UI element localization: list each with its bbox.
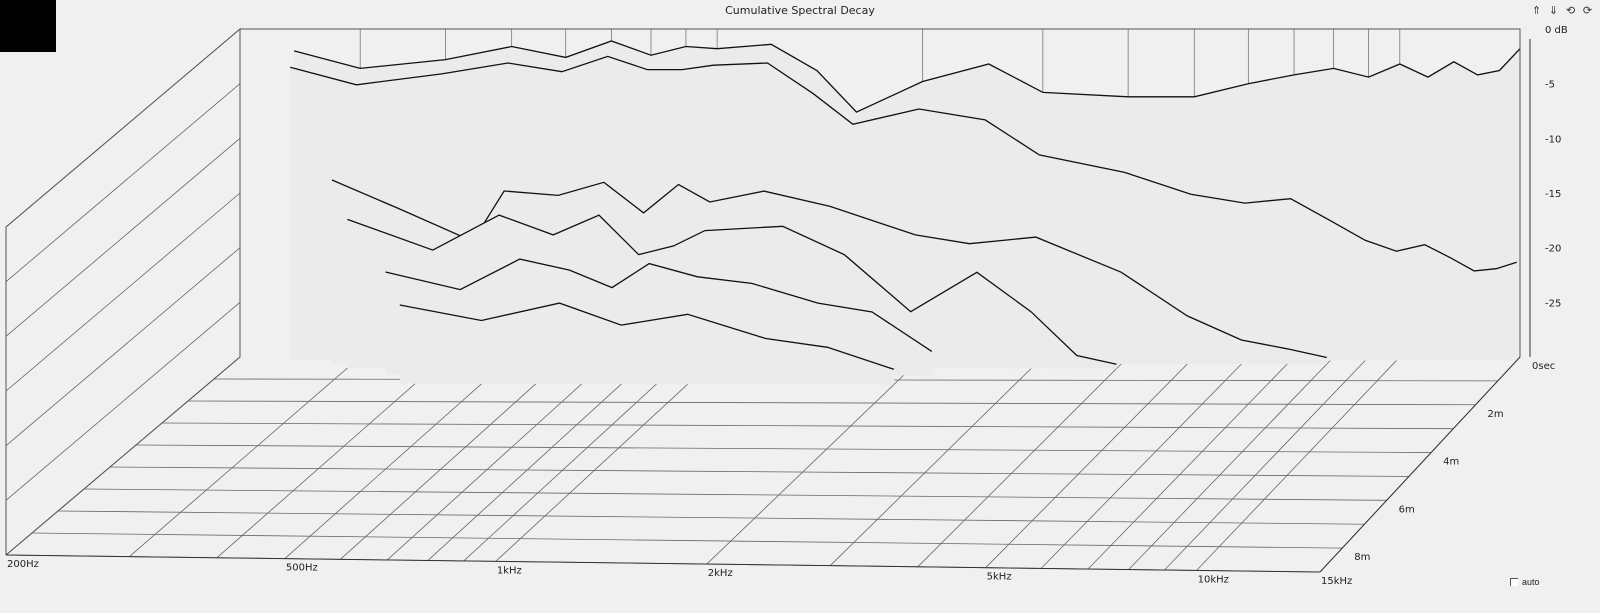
time-grid-line [31, 532, 1343, 549]
front-floor-edge [5, 554, 1321, 573]
time-tick-label: 2m [1488, 409, 1504, 420]
freq-tick-label: 5kHz [987, 572, 1012, 583]
db-grid-line [5, 302, 241, 501]
freq-tick-label: 500Hz [286, 563, 318, 574]
slice-fill [399, 303, 894, 385]
freq-grid-line [463, 356, 687, 562]
time-tick-label: 4m [1443, 457, 1459, 468]
time-grid-line [57, 510, 1365, 525]
rotate-left-icon[interactable]: ⟲ [1565, 5, 1576, 17]
move-down-icon[interactable]: ⇓ [1548, 5, 1559, 17]
db-tick-label: 0 dB [1545, 25, 1568, 36]
back-wall-frame [239, 28, 1521, 357]
freq-grid-line [917, 356, 1129, 568]
db-grid-line [5, 83, 241, 282]
auto-checkbox-label: auto [1522, 577, 1540, 587]
freq-grid-line [129, 356, 361, 557]
db-tick-label: -20 [1545, 244, 1561, 255]
move-up-icon[interactable]: ⇑ [1531, 5, 1542, 17]
slice-line [331, 179, 1327, 359]
freq-grid-line [1164, 356, 1369, 571]
freq-grid-line [427, 356, 652, 561]
freq-tick-label: 15kHz [1321, 576, 1352, 587]
freq-grid-line [1087, 356, 1295, 570]
freq-grid-line [387, 356, 612, 561]
freq-grid-line [340, 356, 566, 560]
freq-tick-label: 1kHz [497, 565, 522, 576]
time-grid-line [83, 488, 1387, 501]
rotate-right-icon[interactable]: ⟳ [1582, 5, 1593, 17]
auto-checkbox-box[interactable] [1510, 578, 1518, 586]
db-tick-label: -15 [1545, 189, 1561, 200]
freq-grid-line [1196, 356, 1401, 571]
slice-line [399, 302, 895, 370]
freq-tick-label: 200Hz [7, 559, 39, 570]
time-tick-label: 6m [1399, 504, 1415, 515]
axis-labels: 200Hz 500Hz 1kHz 2kHz 5kHz 10kHz 15kHz 0 dB -5 -1… [7, 25, 1568, 587]
freq-grid-line [216, 356, 446, 559]
time-tick-label: 8m [1354, 552, 1370, 563]
freq-grid-line [985, 356, 1195, 568]
freq-grid-line [706, 356, 923, 565]
chart-title: Cumulative Spectral Decay [725, 4, 875, 17]
freq-tick-label: 2kHz [708, 568, 733, 579]
auto-checkbox[interactable]: auto [1510, 577, 1540, 587]
freq-tick-label: 10kHz [1198, 574, 1229, 585]
db-grid-line [5, 247, 241, 446]
db-tick-label: -10 [1545, 134, 1561, 145]
db-tick-label: -25 [1545, 298, 1561, 309]
freq-grid-line [495, 356, 718, 562]
db-tick-label: -5 [1545, 80, 1555, 91]
time-grid-line [161, 422, 1454, 430]
db-grid-line [5, 138, 241, 337]
slice-line [293, 40, 1521, 113]
axis-frame [5, 27, 1531, 573]
freq-grid-line [1040, 356, 1249, 569]
black-corner-box [0, 0, 56, 52]
time-grid-line [135, 444, 1432, 453]
freq-grid-line [829, 356, 1044, 566]
slice-line [290, 55, 1517, 272]
view-toolbar: ⇑ ⇓ ⟲ ⟳ [1530, 5, 1594, 18]
right-floor-edge [1319, 356, 1521, 573]
time-grid-line [109, 466, 1409, 477]
time-tick-label: 0sec [1532, 361, 1555, 372]
slice-line [385, 258, 933, 352]
time-grid-line [187, 400, 1476, 406]
decay-slices [290, 40, 1521, 385]
db-grid-line [5, 192, 241, 392]
slice-line [347, 214, 1117, 365]
freq-grid-line [1128, 356, 1334, 570]
freq-grid-line [284, 356, 512, 559]
